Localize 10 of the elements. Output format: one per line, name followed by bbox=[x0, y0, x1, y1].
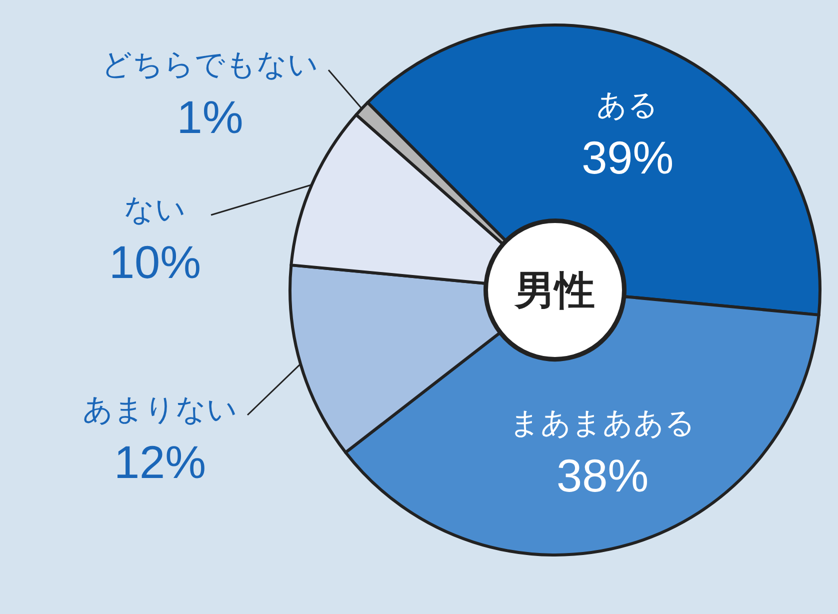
slice-label: まあまあある bbox=[510, 406, 696, 442]
slice-label: ある bbox=[596, 88, 659, 124]
slice-label: あまりない bbox=[82, 392, 238, 428]
slice-label: ない bbox=[124, 192, 186, 228]
data-label: 12% bbox=[114, 436, 206, 488]
data-label: 38% bbox=[556, 450, 649, 502]
data-label: 10% bbox=[108, 236, 202, 288]
data-label: 39% bbox=[582, 132, 674, 184]
slice-label: どちらでもない bbox=[102, 48, 318, 82]
data-label: 1% bbox=[176, 91, 244, 143]
